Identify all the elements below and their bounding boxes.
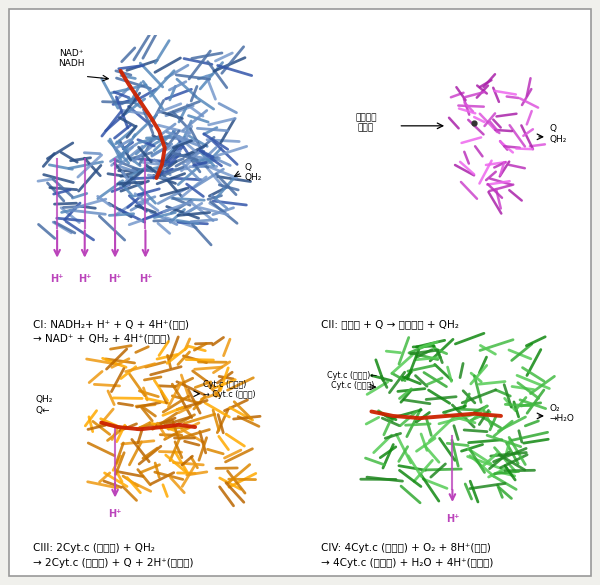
Text: Q
QH₂: Q QH₂ bbox=[245, 163, 262, 183]
Text: O₂
→H₂O: O₂ →H₂O bbox=[550, 404, 574, 424]
Text: NAD⁺
NADH: NAD⁺ NADH bbox=[58, 49, 84, 68]
Text: 延胡索酸
琥珀酸: 延胡索酸 琥珀酸 bbox=[355, 113, 377, 133]
Text: QH₂
Q←: QH₂ Q← bbox=[35, 395, 52, 415]
Text: H⁺: H⁺ bbox=[109, 274, 122, 284]
Text: → 4Cyt.c (氧化态) + H₂O + 4H⁺(膜间隙): → 4Cyt.c (氧化态) + H₂O + 4H⁺(膜间隙) bbox=[321, 558, 493, 567]
Text: CIII: 2Cyt.c (氧化态) + QH₂: CIII: 2Cyt.c (氧化态) + QH₂ bbox=[33, 543, 155, 553]
Text: H⁺: H⁺ bbox=[139, 274, 152, 284]
Text: Q
QH₂: Q QH₂ bbox=[550, 125, 567, 144]
Text: Cyt.c (氧化态)
→ Cyt.c (还原态): Cyt.c (氧化态) → Cyt.c (还原态) bbox=[203, 380, 256, 399]
Text: H⁺: H⁺ bbox=[78, 274, 91, 284]
Text: H⁺: H⁺ bbox=[50, 274, 64, 284]
Text: H⁺: H⁺ bbox=[109, 510, 122, 519]
Text: CIV: 4Cyt.c (还原态) + O₂ + 8H⁺(基质): CIV: 4Cyt.c (还原态) + O₂ + 8H⁺(基质) bbox=[321, 543, 491, 553]
FancyBboxPatch shape bbox=[9, 9, 591, 576]
Text: CII: 琥珀酸 + Q → 延胡索酸 + QH₂: CII: 琥珀酸 + Q → 延胡索酸 + QH₂ bbox=[321, 319, 459, 329]
Text: Cyt.c (氧化态)←
Cyt.c (还原态): Cyt.c (氧化态)← Cyt.c (还原态) bbox=[328, 371, 377, 390]
Text: H⁺: H⁺ bbox=[446, 514, 459, 524]
Text: CI: NADH₂+ H⁺ + Q + 4H⁺(基质): CI: NADH₂+ H⁺ + Q + 4H⁺(基质) bbox=[33, 319, 189, 329]
Text: → 2Cyt.c (还原态) + Q + 2H⁺(膜间隙): → 2Cyt.c (还原态) + Q + 2H⁺(膜间隙) bbox=[33, 558, 193, 567]
Text: → NAD⁺ + QH₂ + 4H⁺(膜间隙): → NAD⁺ + QH₂ + 4H⁺(膜间隙) bbox=[33, 333, 170, 343]
